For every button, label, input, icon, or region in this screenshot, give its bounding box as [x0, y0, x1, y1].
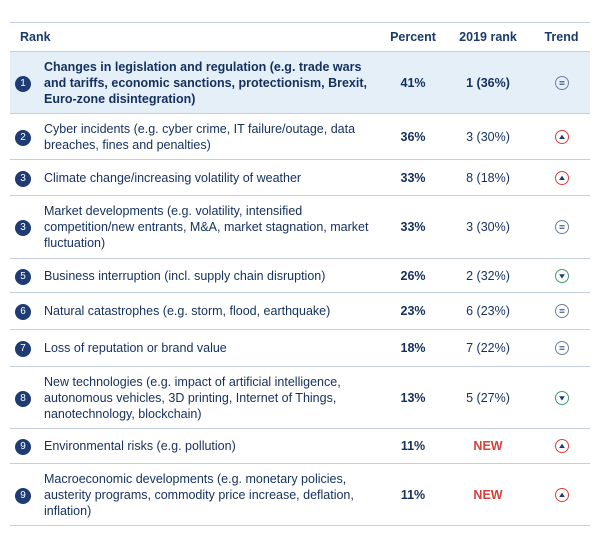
rank-badge: 7 [15, 341, 31, 357]
trend-icon [554, 170, 569, 185]
table-row: 3 Climate change/increasing volatility of… [10, 159, 591, 196]
rank-cell: 9 [10, 428, 36, 464]
rank-2019-cell: 3 (30%) [443, 113, 534, 160]
rank-2019-cell: 1 (36%) [443, 51, 534, 114]
percent-cell: 36% [383, 113, 444, 160]
risk-cell: New technologies (e.g. impact of artific… [36, 366, 384, 429]
rank-2019-cell: NEW [443, 463, 534, 526]
rank-cell: 3 [10, 159, 36, 196]
trend-icon [554, 75, 569, 90]
rank-cell: 9 [10, 463, 36, 526]
risk-cell: Business interruption (incl. supply chai… [36, 258, 384, 293]
trend-cell [533, 113, 591, 160]
rank-cell: 3 [10, 195, 36, 259]
table-row: 1 Changes in legislation and regulation (… [10, 51, 591, 114]
rank-2019-cell: 3 (30%) [443, 195, 534, 259]
percent-cell: 11% [383, 463, 444, 526]
rank-badge: 2 [15, 129, 31, 146]
trend-cell [533, 428, 591, 464]
rank-cell: 1 [10, 51, 36, 114]
risk-cell: Natural catastrophes (e.g. storm, flood,… [36, 292, 384, 330]
trend-cell [533, 329, 591, 367]
rank-2019: 8 (18%) [466, 170, 510, 185]
trend-icon [554, 268, 569, 283]
rank-cell: 8 [10, 366, 36, 429]
rank-badge: 8 [15, 390, 31, 407]
rank-2019-cell: 7 (22%) [443, 329, 534, 367]
rank-2019: 5 (27%) [466, 390, 510, 405]
rank-cell: 7 [10, 329, 36, 367]
rank-badge: 5 [15, 268, 31, 285]
rank-badge: 3 [15, 170, 31, 187]
rank-badge: 1 [15, 75, 31, 92]
percent-cell: 11% [383, 428, 444, 464]
trend-cell [533, 51, 591, 114]
table-row: 8 New technologies (e.g. impact of artifi… [10, 366, 591, 429]
header-cell: Percent [383, 22, 444, 52]
table-row: 9 Macroeconomic developments (e.g. moneta… [10, 463, 591, 526]
percent-cell: 18% [383, 329, 444, 367]
table-row: 5 Business interruption (incl. supply cha… [10, 258, 591, 293]
percent-cell: 33% [383, 195, 444, 259]
rank-cell: 5 [10, 258, 36, 293]
risk-table: Rank Percent 2019 rank Trend 1 Changes in… [10, 22, 591, 526]
rank-2019-cell: 6 (23%) [443, 292, 534, 330]
rank-2019: NEW [473, 439, 503, 453]
table-row: 9 Environmental risks (e.g. pollution) 11%… [10, 428, 591, 464]
header-cell: Trend [533, 22, 591, 52]
risk-cell: Climate change/increasing volatility of … [36, 159, 384, 196]
risk-cell: Environmental risks (e.g. pollution) [36, 428, 384, 464]
rank-2019: 3 (30%) [466, 129, 510, 144]
trend-cell [533, 159, 591, 196]
trend-icon [554, 439, 569, 454]
percent-cell: 26% [383, 258, 444, 293]
rank-badge: 3 [15, 220, 31, 236]
rank-2019-cell: 5 (27%) [443, 366, 534, 429]
rank-cell: 6 [10, 292, 36, 330]
percent-cell: 33% [383, 159, 444, 196]
rank-badge: 6 [15, 304, 31, 320]
trend-cell [533, 463, 591, 526]
percent-cell: 23% [383, 292, 444, 330]
rank-badge: 9 [15, 439, 31, 455]
table-row: 3 Market developments (e.g. volatility, i… [10, 195, 591, 259]
trend-icon [554, 220, 569, 235]
trend-icon [554, 390, 569, 405]
trend-cell [533, 366, 591, 429]
percent-cell: 13% [383, 366, 444, 429]
rank-2019-cell: NEW [443, 428, 534, 464]
trend-icon [554, 304, 569, 319]
percent-cell: 41% [383, 51, 444, 114]
trend-icon [554, 341, 569, 356]
table-row: 6 Natural catastrophes (e.g. storm, flood… [10, 292, 591, 330]
rank-2019: 1 (36%) [466, 75, 510, 90]
header-cell: Rank [10, 22, 384, 52]
risk-cell: Loss of reputation or brand value [36, 329, 384, 367]
rank-cell: 2 [10, 113, 36, 160]
trend-cell [533, 258, 591, 293]
trend-cell [533, 292, 591, 330]
risk-cell: Changes in legislation and regulation (e… [36, 51, 384, 114]
rank-2019: 3 (30%) [466, 220, 510, 234]
rank-2019-cell: 8 (18%) [443, 159, 534, 196]
trend-icon [554, 487, 569, 502]
risk-cell: Macroeconomic developments (e.g. monetar… [36, 463, 384, 526]
rank-2019: 7 (22%) [466, 341, 510, 355]
rank-2019: 6 (23%) [466, 304, 510, 318]
table-row: 2 Cyber incidents (e.g. cyber crime, IT f… [10, 113, 591, 160]
risk-cell: Market developments (e.g. volatility, in… [36, 195, 384, 259]
header-cell: 2019 rank [443, 22, 534, 52]
table-row: 7 Loss of reputation or brand value 18% 7 (… [10, 329, 591, 367]
risk-cell: Cyber incidents (e.g. cyber crime, IT fa… [36, 113, 384, 160]
rank-2019: NEW [473, 487, 503, 502]
table-body: 1 Changes in legislation and regulation (… [10, 51, 591, 526]
rank-2019-cell: 2 (32%) [443, 258, 534, 293]
rank-2019: 2 (32%) [466, 268, 510, 283]
trend-cell [533, 195, 591, 259]
header-row: Rank Percent 2019 rank Trend [10, 22, 591, 52]
rank-badge: 9 [15, 487, 31, 504]
trend-icon [554, 129, 569, 144]
